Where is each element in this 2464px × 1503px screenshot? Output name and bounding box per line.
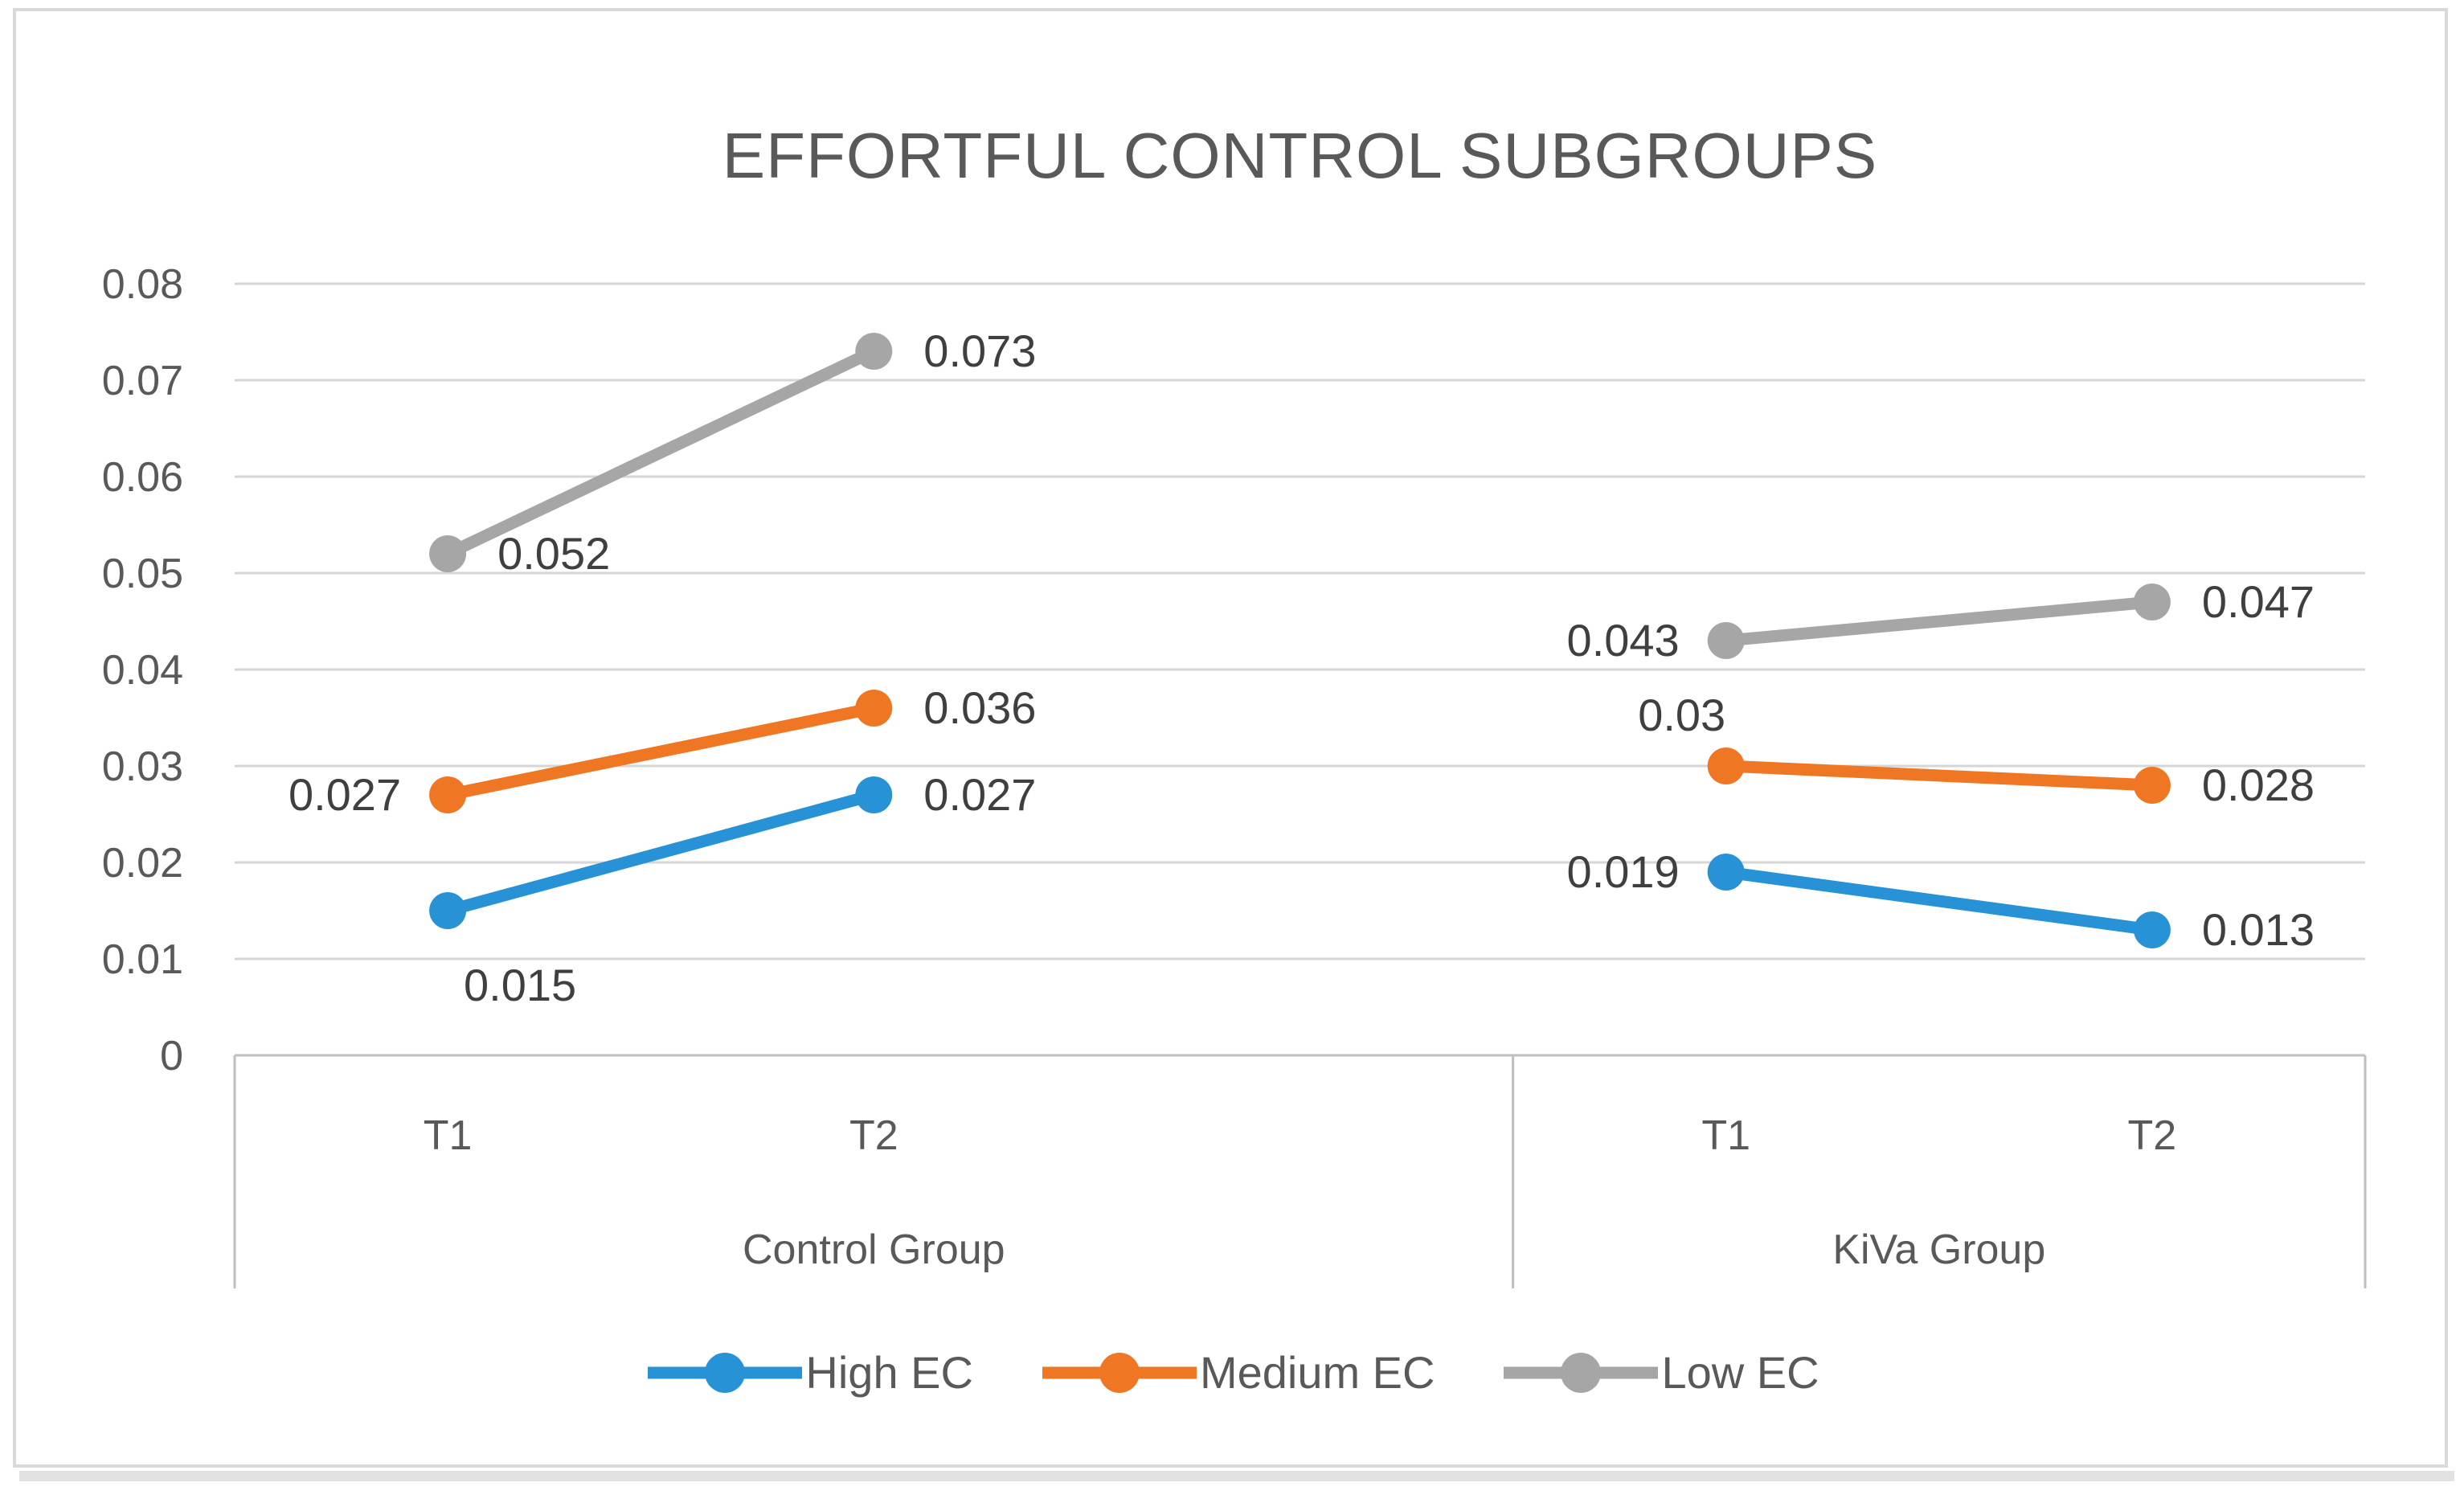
data-point-high-ec-control-group-t1 <box>429 892 467 929</box>
data-point-medium-ec-kiva-group-t2 <box>2133 767 2171 804</box>
data-label-medium-ec: 0.03 <box>1638 690 1725 740</box>
data-point-medium-ec-control-group-t2 <box>855 690 893 727</box>
x-axis-category-label: T1 <box>1701 1112 1750 1159</box>
legend-item-high-ec: High EC <box>645 1349 973 1397</box>
data-point-high-ec-kiva-group-t1 <box>1707 854 1745 891</box>
data-point-high-ec-kiva-group-t2 <box>2133 911 2171 948</box>
legend-item-medium-ec: Medium EC <box>1039 1349 1435 1397</box>
y-axis-tick-label: 0.08 <box>102 261 183 308</box>
panel-shadow <box>19 1471 2454 1481</box>
y-axis-tick-label: 0.06 <box>102 454 183 501</box>
y-axis-tick-label: 0.03 <box>102 743 183 790</box>
y-axis-tick-label: 0.01 <box>102 936 183 983</box>
data-label-low-ec: 0.073 <box>923 326 1036 376</box>
series-line-high-ec <box>1720 866 2159 936</box>
data-label-medium-ec: 0.028 <box>2202 760 2315 810</box>
data-label-high-ec: 0.027 <box>923 769 1036 820</box>
legend-label-high-ec: High EC <box>805 1347 973 1398</box>
y-axis-tick-label: 0.02 <box>102 840 183 887</box>
x-axis-category-label: T1 <box>424 1112 473 1159</box>
y-axis-tick-label: 0.04 <box>102 647 183 694</box>
data-point-low-ec-kiva-group-t1 <box>1707 622 1745 659</box>
legend-marker-high-ec <box>648 1353 803 1393</box>
data-label-high-ec: 0.013 <box>2202 904 2315 955</box>
data-point-low-ec-kiva-group-t2 <box>2133 584 2171 620</box>
series-line-high-ec <box>441 788 880 917</box>
data-label-medium-ec: 0.027 <box>289 769 401 820</box>
y-axis-tick-label: 0.05 <box>102 551 183 597</box>
data-label-high-ec: 0.015 <box>464 960 576 1010</box>
data-label-low-ec: 0.052 <box>497 528 610 579</box>
chart-title: EFFORTFUL CONTROL SUBGROUPS <box>722 120 1878 191</box>
series-line-low-ec <box>1720 596 2159 647</box>
data-label-high-ec: 0.019 <box>1567 846 1680 897</box>
y-axis-tick-label: 0 <box>160 1033 183 1079</box>
series-line-medium-ec <box>1720 760 2159 792</box>
legend-item-low-ec: Low EC <box>1500 1349 1819 1397</box>
y-axis-tick-label: 0.07 <box>102 358 183 404</box>
data-label-low-ec: 0.043 <box>1567 615 1680 665</box>
x-axis-category-label: T2 <box>849 1112 898 1159</box>
data-point-low-ec-control-group-t1 <box>429 535 467 572</box>
legend-label-low-ec: Low EC <box>1661 1347 1819 1398</box>
x-axis-group-label: Control Group <box>743 1227 1005 1273</box>
data-point-low-ec-control-group-t2 <box>855 333 893 370</box>
chart-legend: High EC Medium EC Low EC <box>0 1349 2464 1397</box>
data-point-medium-ec-control-group-t1 <box>429 776 467 813</box>
data-label-low-ec: 0.047 <box>2202 576 2315 627</box>
x-axis-category-label: T2 <box>2128 1112 2177 1159</box>
series-line-medium-ec <box>441 702 880 801</box>
chart-panel <box>13 8 2448 1468</box>
data-point-high-ec-control-group-t2 <box>855 776 893 813</box>
x-axis-group-label: KiVa Group <box>1832 1227 2045 1273</box>
series-line-low-ec <box>441 345 880 560</box>
legend-marker-medium-ec <box>1042 1353 1197 1393</box>
data-point-medium-ec-kiva-group-t1 <box>1707 747 1745 784</box>
legend-marker-low-ec <box>1504 1353 1659 1393</box>
data-label-medium-ec: 0.036 <box>923 682 1036 733</box>
legend-label-medium-ec: Medium EC <box>1199 1347 1435 1398</box>
